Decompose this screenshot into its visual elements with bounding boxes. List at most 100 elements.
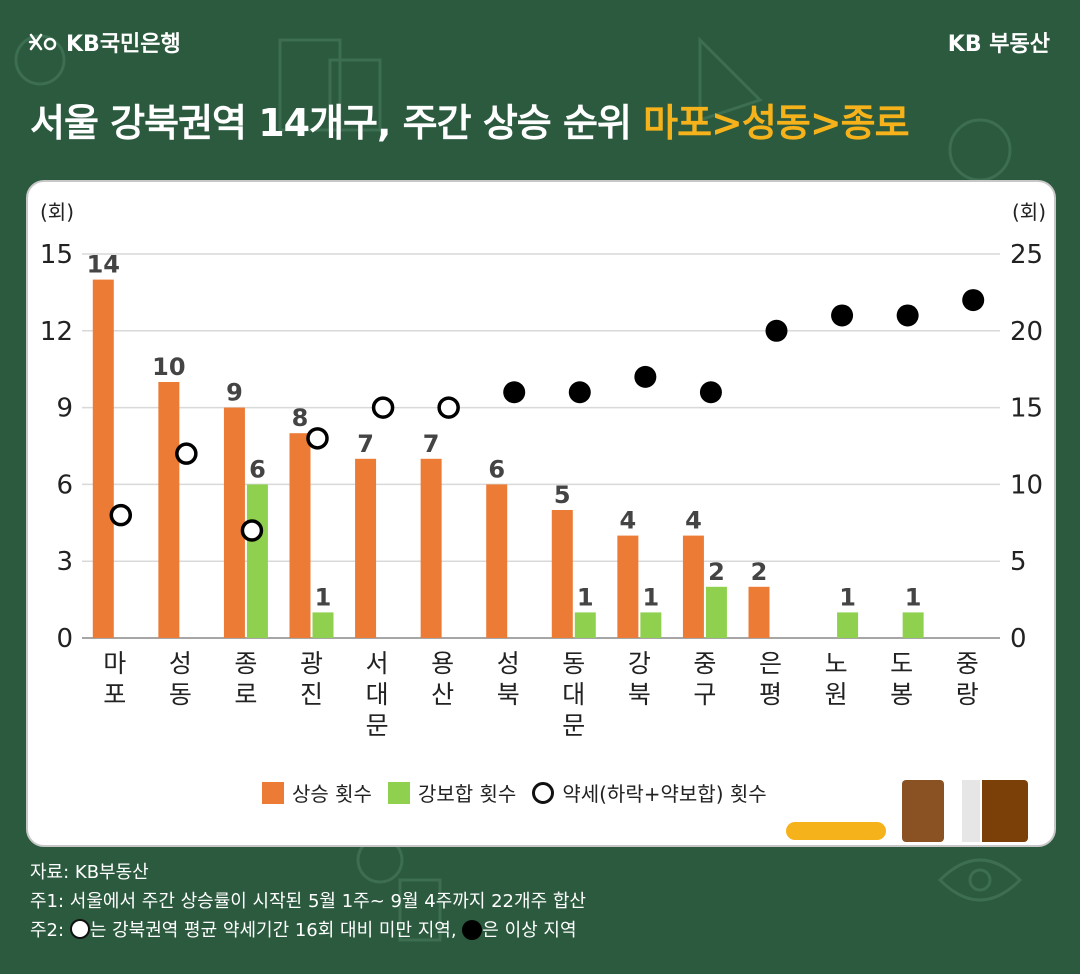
bar-rise bbox=[486, 484, 508, 638]
bar-flat bbox=[705, 586, 727, 638]
right-tick-label: 5 bbox=[1010, 547, 1027, 577]
data-label-rise: 4 bbox=[620, 507, 637, 535]
bar-flat bbox=[837, 612, 859, 638]
point-weak-open bbox=[240, 519, 264, 542]
legend-swatch-flat bbox=[387, 781, 410, 804]
data-label-rise: 2 bbox=[751, 558, 768, 586]
bar-rise bbox=[682, 535, 704, 638]
header: KB국민은행 KB 부동산 bbox=[0, 0, 1080, 70]
point-weak-filled bbox=[634, 365, 657, 388]
data-label-rise: 8 bbox=[292, 404, 309, 432]
right-tick-label: 0 bbox=[1010, 624, 1027, 654]
data-label-flat: 1 bbox=[577, 583, 594, 611]
decorative-book-1 bbox=[902, 780, 944, 842]
right-tick-label: 25 bbox=[1010, 240, 1043, 270]
page-title: 서울 강북권역 14개구, 주간 상승 순위 마포>성동>종로 bbox=[30, 92, 910, 147]
right-axis-unit: (회) bbox=[1012, 200, 1046, 224]
legend-label-rise: 상승 횟수 bbox=[292, 782, 372, 806]
data-label-rise: 7 bbox=[423, 430, 440, 458]
footer-notes: 자료: KB부동산 주1: 서울에서 주간 상승률이 시작된 5월 1주~ 9월… bbox=[30, 858, 586, 945]
bar-rise bbox=[420, 458, 442, 638]
legend-swatch-weak bbox=[532, 781, 555, 804]
legend-item-flat: 강보합 횟수 bbox=[387, 778, 516, 807]
footer-note-1: 주1: 서울에서 주간 상승률이 시작된 5월 1주~ 9월 4주까지 22개주… bbox=[30, 891, 586, 912]
data-label-flat: 6 bbox=[249, 455, 266, 483]
brand-left-text: KB국민은행 bbox=[66, 32, 181, 57]
left-tick-label: 15 bbox=[40, 240, 73, 270]
brand-right-text: KB 부동산 bbox=[947, 32, 1050, 57]
point-weak-filled bbox=[699, 381, 722, 404]
point-weak-filled bbox=[503, 381, 526, 404]
bar-rise bbox=[223, 407, 245, 638]
left-tick-label: 0 bbox=[56, 624, 73, 654]
bar-rise bbox=[551, 510, 573, 638]
bar-flat bbox=[246, 484, 268, 638]
data-label-flat: 1 bbox=[315, 583, 332, 611]
point-weak-filled bbox=[765, 319, 788, 342]
left-axis-unit: (회) bbox=[40, 200, 74, 224]
data-label-flat: 1 bbox=[905, 583, 922, 611]
left-tick-label: 6 bbox=[56, 470, 73, 500]
footer-note-2: 주2: 는 강북권역 평균 약세기간 16회 대비 미만 지역, 은 이상 지역 bbox=[30, 916, 586, 945]
data-label-flat: 1 bbox=[839, 583, 856, 611]
left-tick-label: 3 bbox=[56, 547, 73, 577]
point-weak-filled bbox=[896, 304, 919, 327]
right-tick-label: 10 bbox=[1010, 470, 1043, 500]
right-tick-label: 20 bbox=[1010, 317, 1043, 347]
kb-bank-logo: KB국민은행 bbox=[28, 26, 181, 58]
legend-item-weak: 약세(하락+약보합) 횟수 bbox=[532, 778, 767, 807]
bar-rise bbox=[355, 458, 377, 638]
bar-rise bbox=[617, 535, 639, 638]
point-weak-filled bbox=[831, 304, 854, 327]
footer-source: 자료: KB부동산 bbox=[30, 862, 149, 883]
data-label-rise: 7 bbox=[357, 430, 374, 458]
data-label-flat: 2 bbox=[708, 558, 725, 586]
point-weak-open bbox=[306, 427, 329, 450]
data-label-flat: 1 bbox=[643, 583, 660, 611]
chart-card bbox=[26, 180, 1056, 847]
data-label-rise: 10 bbox=[152, 353, 185, 381]
bar-rise bbox=[158, 382, 180, 638]
bar-rise bbox=[92, 279, 114, 638]
right-tick-label: 15 bbox=[1010, 394, 1043, 424]
data-label-rise: 6 bbox=[488, 455, 505, 483]
note2-suffix: 은 이상 지역 bbox=[482, 920, 577, 941]
point-weak-open bbox=[437, 396, 460, 419]
data-label-rise: 4 bbox=[685, 507, 702, 535]
bar-flat bbox=[574, 612, 596, 638]
bar-rise bbox=[748, 586, 770, 638]
bar-flat bbox=[902, 612, 924, 638]
note2-prefix: 주2: bbox=[30, 920, 70, 941]
note2-mid: 는 강북권역 평균 약세기간 16회 대비 미만 지역, bbox=[89, 920, 463, 941]
data-label-rise: 14 bbox=[87, 251, 120, 279]
legend-item-rise: 상승 횟수 bbox=[262, 778, 372, 807]
legend-label-weak: 약세(하락+약보합) 횟수 bbox=[562, 782, 767, 806]
filled-circle-icon bbox=[462, 920, 483, 940]
decorative-book-2 bbox=[962, 780, 980, 842]
decorative-pencil-bar bbox=[786, 822, 886, 840]
legend-swatch-rise bbox=[262, 781, 284, 804]
point-weak-filled bbox=[568, 381, 591, 404]
point-weak-open bbox=[109, 503, 133, 527]
kb-star-icon bbox=[28, 33, 57, 51]
bar-flat bbox=[640, 612, 662, 638]
decorative-book-3 bbox=[982, 780, 1028, 842]
point-weak-open bbox=[371, 396, 395, 419]
chart-legend: 상승 횟수 강보합 횟수 약세(하락+약보합) 횟수 bbox=[0, 778, 1080, 812]
data-label-rise: 9 bbox=[226, 379, 243, 407]
title-highlight: 마포>성동>종로 bbox=[643, 101, 909, 145]
